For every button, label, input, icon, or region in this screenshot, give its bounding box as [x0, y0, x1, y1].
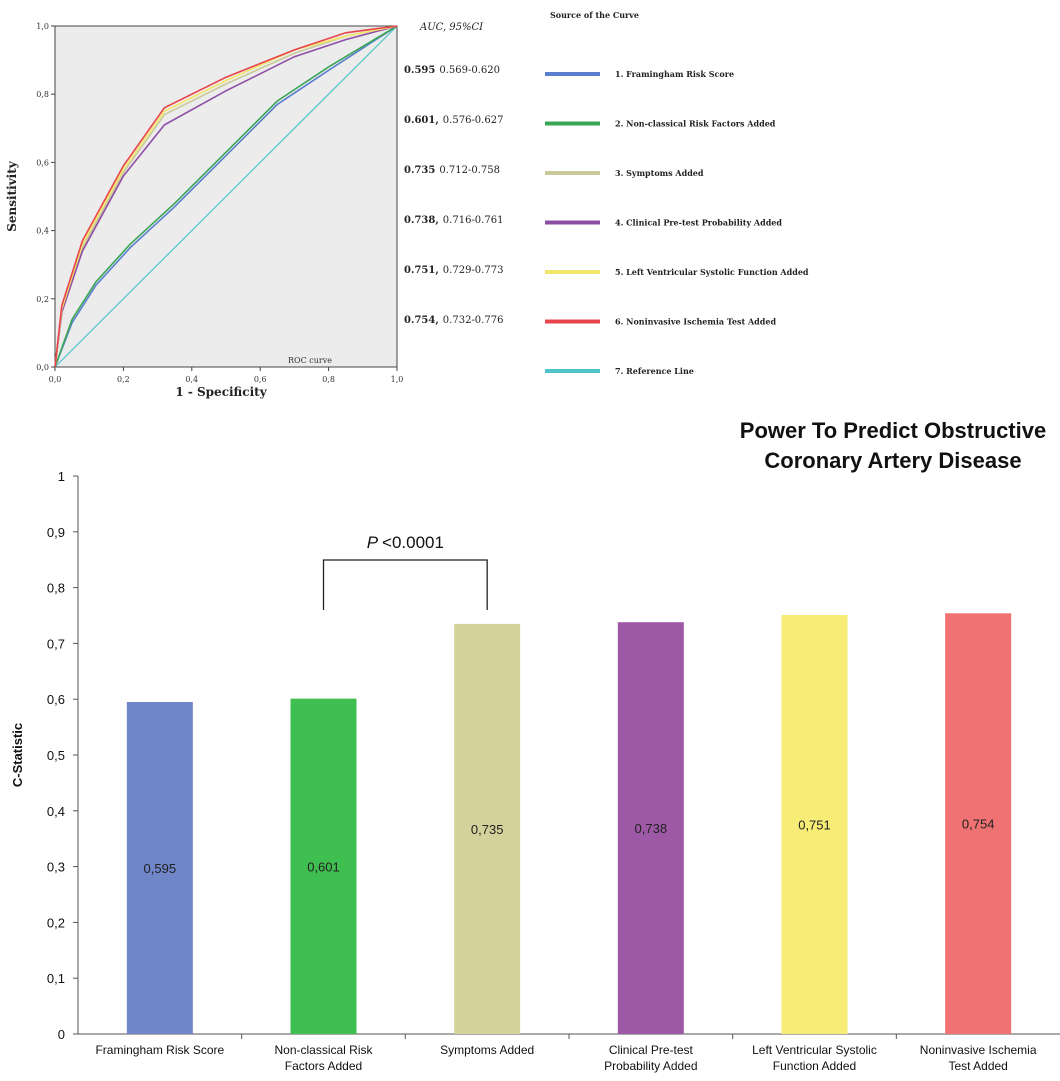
- legend-label-6: 6. Noninvasive Ischemia Test Added: [615, 317, 776, 327]
- bar-category-label: Function Added: [773, 1059, 856, 1073]
- auc-entry-1: 0.595 0.569-0.620: [404, 65, 500, 76]
- bar-y-tick-label: 0,4: [47, 804, 65, 819]
- bar-category-label: Framingham Risk Score: [95, 1043, 224, 1057]
- roc-y-tick-label: 0,6: [36, 158, 49, 167]
- roc-x-tick-label: 1,0: [391, 375, 404, 384]
- bar-value-label: 0,601: [307, 859, 340, 874]
- roc-series-line-4: [54, 25, 398, 368]
- legend-label-1: 1. Framingham Risk Score: [615, 69, 734, 79]
- roc-x-tick-label: 0,8: [322, 375, 335, 384]
- bar-category-label: Factors Added: [285, 1059, 362, 1073]
- p-value-label: P <0.0001: [367, 533, 444, 552]
- bar-y-tick-label: 0: [58, 1027, 65, 1042]
- roc-curve-label: ROC curve: [288, 356, 332, 365]
- bar-3: [454, 623, 521, 1034]
- bar-4: [617, 622, 684, 1034]
- legend-label-3: 3. Symptoms Added: [615, 168, 704, 178]
- bar-chart-title-line-1: Power To Predict Obstructive: [740, 418, 1046, 443]
- bar-1: [126, 701, 193, 1034]
- roc-series-line-6: [54, 25, 398, 368]
- auc-entry-2: 0.601, 0.576-0.627: [404, 115, 503, 126]
- roc-y-tick-label: 0,0: [36, 363, 49, 372]
- roc-y-axis-label: Sensitivity: [5, 160, 19, 232]
- bar-y-tick-label: 0,6: [47, 692, 65, 707]
- auc-entry-4: 0.738, 0.716-0.761: [404, 215, 503, 226]
- roc-x-axis-label: 1 - Specificity: [175, 385, 267, 399]
- bar-y-tick-label: 0,9: [47, 525, 65, 540]
- roc-y-tick-label: 0,4: [36, 227, 49, 236]
- legend-label-2: 2. Non-classical Risk Factors Added: [615, 119, 776, 129]
- bar-category-label: Clinical Pre-test: [609, 1043, 694, 1057]
- bar-y-tick-label: 0,2: [47, 915, 65, 930]
- legend-label-4: 4. Clinical Pre-test Probability Added: [615, 218, 782, 228]
- legend-label-5: 5. Left Ventricular Systolic Function Ad…: [615, 267, 809, 277]
- legend-label-7: 7. Reference Line: [615, 366, 694, 376]
- roc-y-tick-label: 0,8: [36, 90, 49, 99]
- auc-entry-5: 0.751, 0.729-0.773: [404, 265, 503, 276]
- bar-y-tick-label: 0,5: [47, 748, 65, 763]
- bar-y-tick-label: 0,3: [47, 860, 65, 875]
- bar-2: [290, 698, 357, 1034]
- bar-category-label: Non-classical Risk: [274, 1043, 373, 1057]
- bar-chart-title-line-2: Coronary Artery Disease: [764, 448, 1021, 473]
- roc-y-tick-label: 0,2: [36, 295, 49, 304]
- bar-y-tick-label: 1: [58, 469, 65, 484]
- roc-x-tick-label: 0,6: [254, 375, 267, 384]
- roc-chart: 0,0 0,2 0,4 0,6 0,8 1,0 0,0 0,2 0,4 0,6 0,8 1,0 ROC…: [5, 10, 809, 399]
- bar-6: [945, 613, 1012, 1034]
- bar-category-label: Symptoms Added: [440, 1043, 534, 1057]
- bar-5: [781, 614, 848, 1034]
- auc-entry-6: 0.754, 0.732-0.776: [404, 315, 503, 326]
- bar-y-tick-label: 0,1: [47, 971, 65, 986]
- bar-category-label: Test Added: [948, 1059, 1007, 1073]
- roc-y-tick-label: 1,0: [36, 22, 49, 31]
- roc-series-line-1: [54, 25, 398, 368]
- bar-chart: Power To Predict Obstructive Coronary Ar…: [10, 418, 1060, 1073]
- bar-y-tick-label: 0,8: [47, 581, 65, 596]
- roc-series-line-2: [54, 25, 398, 368]
- bar-y-axis-label: C-Statistic: [10, 723, 25, 787]
- bar-value-label: 0,751: [798, 817, 831, 832]
- bar-category-label: Left Ventricular Systolic: [752, 1043, 877, 1057]
- roc-x-tick-label: 0,0: [49, 375, 62, 384]
- bar-category-label: Noninvasive Ischemia: [920, 1043, 1037, 1057]
- significance-bracket: [322, 559, 488, 610]
- bar-value-label: 0,754: [962, 817, 995, 832]
- legend-title: Source of the Curve: [550, 10, 639, 20]
- bar-value-label: 0,735: [471, 822, 504, 837]
- roc-x-tick-label: 0,2: [117, 375, 130, 384]
- auc-entry-3: 0.735 0.712-0.758: [404, 165, 500, 176]
- roc-series-line-5: [54, 25, 398, 368]
- roc-x-tick-label: 0,4: [185, 375, 198, 384]
- bar-value-label: 0,595: [144, 861, 177, 876]
- bar-category-label: Probability Added: [604, 1059, 697, 1073]
- auc-header: AUC, 95%CI: [419, 22, 484, 33]
- bar-y-tick-label: 0,7: [47, 636, 65, 651]
- bar-value-label: 0,738: [635, 821, 668, 836]
- roc-series-line-7: [54, 25, 398, 368]
